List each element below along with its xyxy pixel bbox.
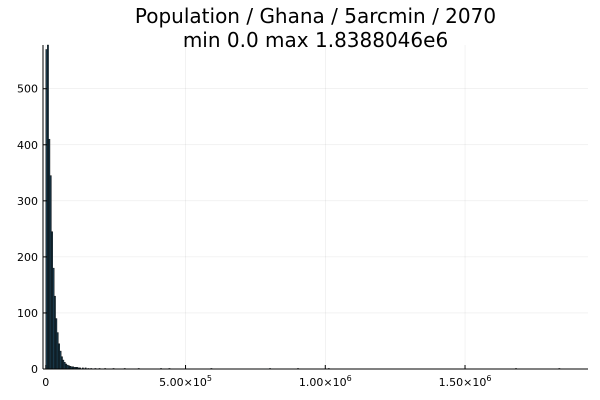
histogram-bar (66, 364, 69, 370)
x-tick-label: 5.00×105 (159, 374, 212, 389)
histogram-bar (62, 359, 65, 370)
tick-labels: 0 100 200 300 400 500 0 5.00×105 1.00×106 1.50×10… (17, 83, 491, 389)
y-tick-label: 300 (17, 195, 38, 208)
histogram-bar (55, 318, 58, 370)
axes (42, 45, 588, 370)
y-tick-label: 400 (17, 139, 38, 152)
grid-lines (43, 45, 588, 370)
histogram-bar (60, 356, 63, 370)
histogram-bar (67, 365, 70, 370)
x-tick-label: 0 (42, 376, 49, 389)
histogram-bar (48, 138, 51, 370)
histogram-bar (53, 295, 56, 370)
x-tick-label: 1.00×106 (299, 374, 352, 389)
histogram-bars (45, 44, 561, 370)
x-tick-label: 1.50×106 (439, 374, 492, 389)
histogram-bar (59, 350, 62, 370)
histogram-bar (49, 175, 52, 370)
y-tick-label: 500 (17, 83, 38, 96)
histogram-bar (58, 343, 60, 370)
y-tick-label: 200 (17, 251, 38, 264)
histogram-bar (65, 363, 67, 370)
histogram-bar (46, 44, 49, 370)
y-tick-label: 100 (17, 307, 38, 320)
histogram-bar (51, 231, 53, 370)
chart-title: Population / Ghana / 5arcmin / 2070 (134, 4, 497, 28)
y-tick-label: 0 (31, 363, 38, 376)
histogram-bar (63, 362, 66, 370)
histogram-bar (52, 267, 55, 370)
histogram-bar (45, 49, 48, 370)
chart-subtitle: min 0.0 max 1.8388046e6 (182, 28, 449, 52)
histogram-bar (56, 332, 59, 370)
